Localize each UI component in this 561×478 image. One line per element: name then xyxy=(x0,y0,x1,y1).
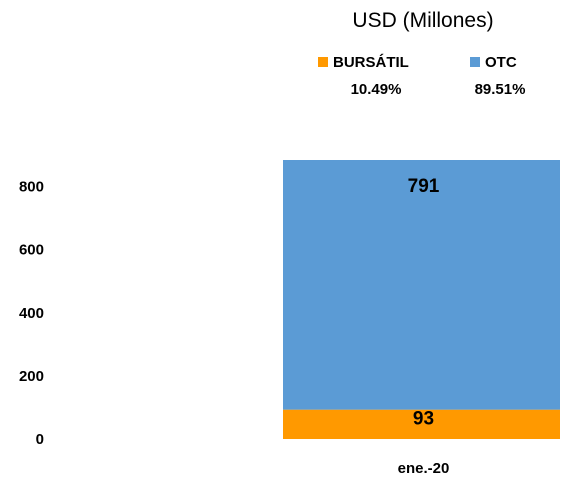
y-tick-label: 200 xyxy=(19,368,44,385)
data-label-bursatil: 93 xyxy=(413,409,434,430)
chart-title: USD (Millones) xyxy=(352,9,493,32)
legend-swatch-bursatil xyxy=(318,57,328,67)
bars xyxy=(283,160,560,439)
legend-share-otc: 89.51% xyxy=(475,81,526,98)
legend-share-bursatil: 10.49% xyxy=(351,81,402,98)
y-tick-label: 600 xyxy=(19,242,44,259)
y-axis: 0 200 400 600 800 xyxy=(19,179,44,448)
legend-swatch-otc xyxy=(470,57,480,67)
legend: BURSÁTIL 10.49% OTC 89.51% xyxy=(318,54,525,98)
bar-segment-bursatil xyxy=(283,409,560,439)
x-tick-label: ene.-20 xyxy=(398,460,450,477)
y-tick-label: 800 xyxy=(19,179,44,196)
bar-segment-otc xyxy=(283,160,560,410)
data-label-otc: 791 xyxy=(408,176,440,197)
legend-label-bursatil: BURSÁTIL xyxy=(333,54,409,71)
y-tick-label: 400 xyxy=(19,305,44,322)
legend-label-otc: OTC xyxy=(485,54,517,71)
y-tick-label: 0 xyxy=(36,431,44,448)
